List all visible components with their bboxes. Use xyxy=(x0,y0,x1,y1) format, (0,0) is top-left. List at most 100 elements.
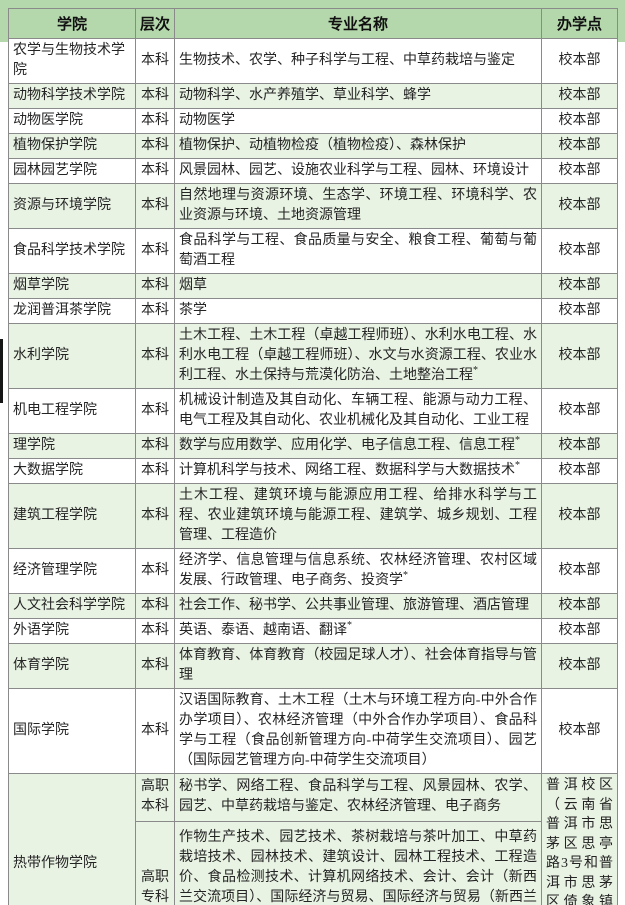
majors-cell: 机械设计制造及其自动化、车辆工程、能源与动力工程、电气工程及其自动化、农业机械化… xyxy=(174,388,542,434)
majors-cell: 风景园林、园艺、设施农业科学与工程、园林、环境设计 xyxy=(174,158,542,184)
table-row: 机电工程学院 本科 机械设计制造及其自动化、车辆工程、能源与动力工程、电气工程及其自… xyxy=(8,388,618,434)
campus-cell: 校本部 xyxy=(541,133,618,159)
majors-cell: 社会工作、秘书学、公共事业管理、旅游管理、酒店管理 xyxy=(174,593,542,619)
programs-table: 学院 层次 专业名称 办学点 农学与生物技术学院 本科 生物技术、农学、种子科学与工程、中… xyxy=(8,8,618,905)
campus-cell: 校本部 xyxy=(541,158,618,184)
college-cell: 动物医学院 xyxy=(8,108,136,134)
level-cell: 本科 xyxy=(135,688,175,774)
header-row: 学院 层次 专业名称 办学点 xyxy=(8,8,618,39)
table-row: 外语学院 本科 英语、泰语、越南语、翻译* 校本部 xyxy=(8,618,618,644)
campus-cell: 校本部 xyxy=(541,618,618,644)
level-cell: 本科 xyxy=(135,108,175,134)
table-row: 水利学院 本科 土木工程、土木工程（卓越工程师班）、水利水电工程、水利水电工程（卓越… xyxy=(8,323,618,389)
college-cell: 国际学院 xyxy=(8,688,136,774)
table-header: 学院 层次 专业名称 办学点 xyxy=(8,8,618,39)
campus-cell: 校本部 xyxy=(541,548,618,594)
level-cell: 高职专科 xyxy=(135,820,175,905)
college-cell: 理学院 xyxy=(8,433,136,459)
level-cell: 本科 xyxy=(135,183,175,229)
college-cell: 体育学院 xyxy=(8,643,136,689)
majors-cell: 作物生产技术、园艺技术、茶树栽培与茶叶加工、中草药栽培技术、园林技术、建筑设计、… xyxy=(174,820,542,905)
level-cell: 本科 xyxy=(135,433,175,459)
table-row: 经济管理学院 本科 经济学、信息管理与信息系统、农林经济管理、农村区域发展、行政管理… xyxy=(8,548,618,594)
majors-cell: 土木工程、建筑环境与能源应用工程、给排水科学与工程、农业建筑环境与能源工程、建筑… xyxy=(174,483,542,549)
majors-cell: 植物保护、动植物检疫（植物检疫）、森林保护 xyxy=(174,133,542,159)
level-cell: 本科 xyxy=(135,548,175,594)
table-row: 理学院 本科 数学与应用数学、应用化学、电子信息工程、信息工程* 校本部 xyxy=(8,433,618,459)
campus-cell: 校本部 xyxy=(541,433,618,459)
majors-cell: 秘书学、网络工程、食品科学与工程、风景园林、农学、园艺、中草药栽培与鉴定、农林经… xyxy=(174,773,542,822)
level-cell: 本科 xyxy=(135,643,175,689)
level-cell: 本科 xyxy=(135,458,175,484)
majors-cell: 汉语国际教育、土木工程（土木与环境工程方向-中外合作办学项目）、农林经济管理（中… xyxy=(174,688,542,774)
header-college: 学院 xyxy=(8,8,136,39)
college-cell: 大数据学院 xyxy=(8,458,136,484)
header-level: 层次 xyxy=(135,8,175,39)
college-cell: 资源与环境学院 xyxy=(8,183,136,229)
campus-cell: 校本部 xyxy=(541,483,618,549)
table-row: 烟草学院 本科 烟草 校本部 xyxy=(8,273,618,299)
level-cell: 本科 xyxy=(135,483,175,549)
campus-cell: 普洱校区（云南省普洱市思茅区思亭路3号和普洱市思茅区倚象镇帝泊洱大道） xyxy=(541,773,618,905)
level-cell: 本科 xyxy=(135,158,175,184)
table-row: 高职专科 作物生产技术、园艺技术、茶树栽培与茶叶加工、中草药栽培技术、园林技术、建… xyxy=(9,820,618,905)
campus-cell: 校本部 xyxy=(541,643,618,689)
table-row: 热带作物学院 高职本科 秘书学、网络工程、食品科学与工程、风景园林、农学、园艺、中草… xyxy=(8,773,618,905)
majors-cell: 经济学、信息管理与信息系统、农林经济管理、农村区域发展、行政管理、电子商务、投资… xyxy=(174,548,542,594)
campus-cell: 校本部 xyxy=(541,388,618,434)
campus-cell: 校本部 xyxy=(541,323,618,389)
level-cell: 本科 xyxy=(135,323,175,389)
campus-cell: 校本部 xyxy=(541,593,618,619)
college-cell: 食品科学技术学院 xyxy=(8,228,136,274)
campus-cell: 校本部 xyxy=(541,228,618,274)
table-row: 龙润普洱茶学院 本科 茶学 校本部 xyxy=(8,298,618,324)
level-cell: 本科 xyxy=(135,298,175,324)
table-row: 建筑工程学院 本科 土木工程、建筑环境与能源应用工程、给排水科学与工程、农业建筑环境… xyxy=(8,483,618,549)
college-cell: 经济管理学院 xyxy=(8,548,136,594)
level-cell: 本科 xyxy=(135,133,175,159)
header-majors: 专业名称 xyxy=(174,8,542,39)
table-row: 农学与生物技术学院 本科 生物技术、农学、种子科学与工程、中草药栽培与鉴定 校本部 xyxy=(8,38,618,84)
scrollbar-thumb[interactable] xyxy=(0,339,3,403)
college-cell: 龙润普洱茶学院 xyxy=(8,298,136,324)
level-cell: 本科 xyxy=(135,273,175,299)
college-cell: 机电工程学院 xyxy=(8,388,136,434)
campus-cell: 校本部 xyxy=(541,688,618,774)
level-cell: 高职本科 xyxy=(135,773,175,822)
campus-cell: 校本部 xyxy=(541,108,618,134)
table-row: 园林园艺学院 本科 风景园林、园艺、设施农业科学与工程、园林、环境设计 校本部 xyxy=(8,158,618,184)
college-cell: 园林园艺学院 xyxy=(8,158,136,184)
level-cell: 本科 xyxy=(135,83,175,109)
majors-cell: 食品科学与工程、食品质量与安全、粮食工程、葡萄与葡萄酒工程 xyxy=(174,228,542,274)
college-cell: 热带作物学院 xyxy=(8,773,136,905)
campus-cell: 校本部 xyxy=(541,183,618,229)
college-cell: 植物保护学院 xyxy=(8,133,136,159)
level-cell: 本科 xyxy=(135,593,175,619)
majors-cell: 动物科学、水产养殖学、草业科学、蜂学 xyxy=(174,83,542,109)
campus-cell: 校本部 xyxy=(541,273,618,299)
campus-cell: 校本部 xyxy=(541,83,618,109)
table-row: 动物科学技术学院 本科 动物科学、水产养殖学、草业科学、蜂学 校本部 xyxy=(8,83,618,109)
college-cell: 建筑工程学院 xyxy=(8,483,136,549)
majors-cell: 计算机科学与技术、网络工程、数据科学与大数据技术* xyxy=(174,458,542,484)
table-row: 资源与环境学院 本科 自然地理与资源环境、生态学、环境工程、环境科学、农业资源与环境… xyxy=(8,183,618,229)
campus-cell: 校本部 xyxy=(541,298,618,324)
table-row: 人文社会科学学院 本科 社会工作、秘书学、公共事业管理、旅游管理、酒店管理 校本部 xyxy=(8,593,618,619)
table-row: 植物保护学院 本科 植物保护、动植物检疫（植物检疫）、森林保护 校本部 xyxy=(8,133,618,159)
majors-cell: 自然地理与资源环境、生态学、环境工程、环境科学、农业资源与环境、土地资源管理 xyxy=(174,183,542,229)
majors-cell: 土木工程、土木工程（卓越工程师班）、水利水电工程、水利水电工程（卓越工程师班）、… xyxy=(174,323,542,389)
majors-cell: 英语、泰语、越南语、翻译* xyxy=(174,618,542,644)
campus-cell: 校本部 xyxy=(541,38,618,84)
table-row: 大数据学院 本科 计算机科学与技术、网络工程、数据科学与大数据技术* 校本部 xyxy=(8,458,618,484)
majors-cell: 生物技术、农学、种子科学与工程、中草药栽培与鉴定 xyxy=(174,38,542,84)
table-row: 食品科学技术学院 本科 食品科学与工程、食品质量与安全、粮食工程、葡萄与葡萄酒工程校… xyxy=(8,228,618,274)
majors-cell: 体育教育、体育教育（校园足球人才）、社会体育指导与管理 xyxy=(174,643,542,689)
college-cell: 水利学院 xyxy=(8,323,136,389)
college-cell: 外语学院 xyxy=(8,618,136,644)
level-cell: 本科 xyxy=(135,388,175,434)
majors-cell: 数学与应用数学、应用化学、电子信息工程、信息工程* xyxy=(174,433,542,459)
majors-cell: 茶学 xyxy=(174,298,542,324)
college-cell: 农学与生物技术学院 xyxy=(8,38,136,84)
header-campus: 办学点 xyxy=(541,8,618,39)
